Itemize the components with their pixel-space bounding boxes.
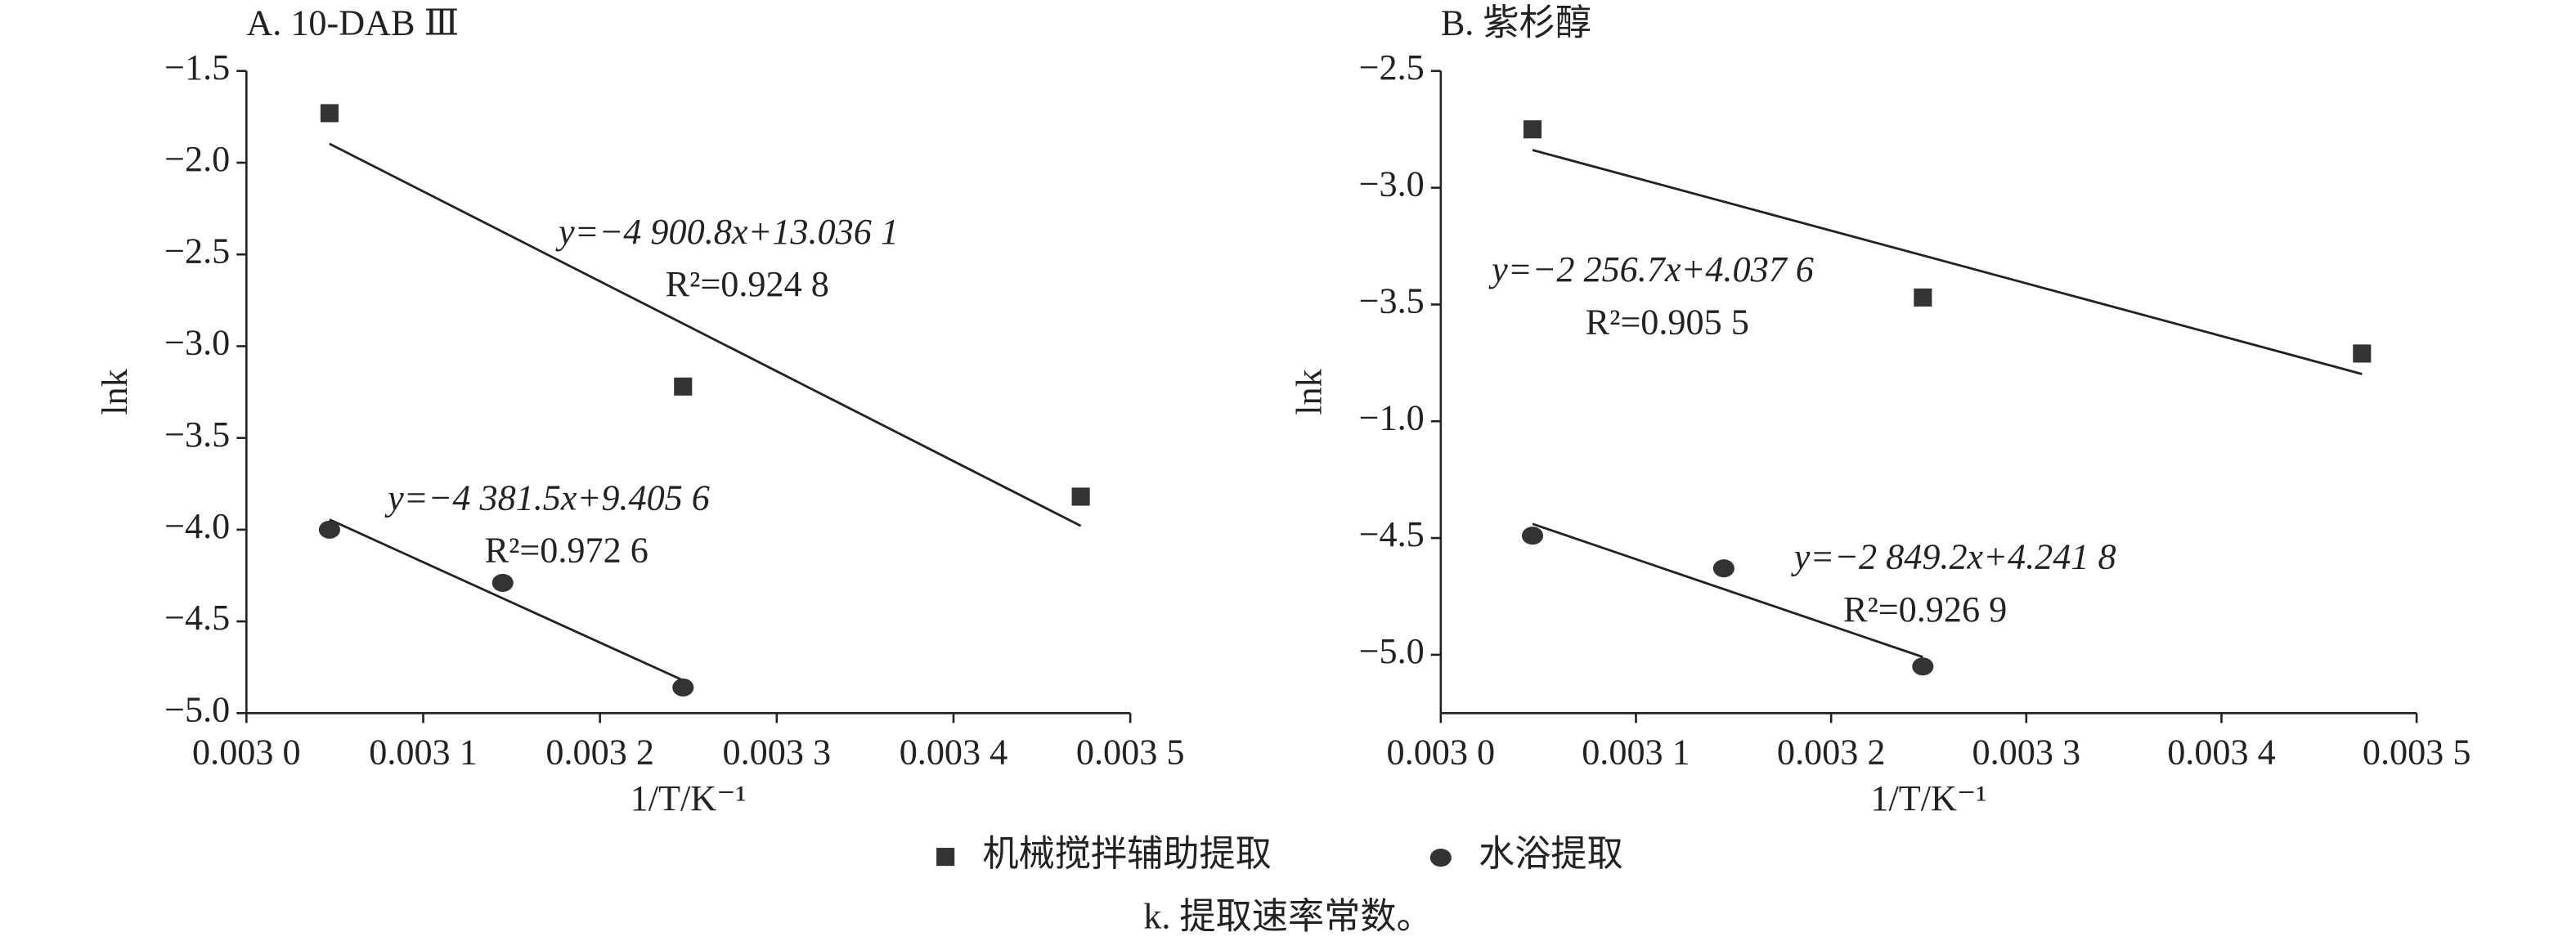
y-tick-label: −2.0 — [164, 139, 230, 179]
equation-label: y=−2 256.7x+4.037 6 — [1488, 249, 1814, 289]
legend-label: 水浴提取 — [1479, 834, 1623, 874]
x-tick-label: 0.003 0 — [1387, 733, 1496, 773]
footnote: k. 提取速率常数。 — [1143, 897, 1433, 937]
y-axis-label: lnk — [95, 368, 135, 415]
y-tick-label: −4.5 — [164, 598, 230, 638]
y-tick-label: −1.5 — [164, 47, 230, 87]
y-tick-label: −3.0 — [164, 323, 230, 363]
x-tick-label: 0.003 1 — [1582, 733, 1690, 773]
equation-label: y=−4 900.8x+13.036 1 — [555, 212, 899, 252]
square-marker — [1071, 487, 1090, 506]
r2-label: R²=0.972 6 — [485, 531, 648, 571]
r2-label: R²=0.905 5 — [1586, 302, 1749, 342]
circle-marker — [672, 678, 694, 697]
x-axis-label: 1/T/K⁻¹ — [1870, 778, 1986, 818]
x-tick-label: 0.003 2 — [1777, 733, 1886, 773]
x-tick-label: 0.003 5 — [1076, 733, 1185, 773]
trend-line — [329, 142, 1082, 527]
x-tick-label: 0.003 4 — [900, 733, 1008, 773]
square-marker — [674, 377, 693, 396]
x-tick-label: 0.003 5 — [2363, 733, 2471, 773]
trend-line — [1532, 522, 1923, 658]
r2-label: R²=0.924 8 — [666, 264, 829, 304]
y-tick-label: −2.5 — [164, 231, 230, 271]
x-tick-label: 0.003 0 — [192, 733, 301, 773]
circle-marker — [1521, 527, 1544, 545]
equation-label: y=−2 849.2x+4.241 8 — [1791, 537, 2116, 577]
y-tick-label: −5.0 — [1359, 631, 1425, 671]
y-tick-label: −2.5 — [1359, 47, 1425, 87]
circle-marker — [491, 573, 514, 593]
y-tick-label: −4.0 — [164, 506, 230, 546]
circle-marker — [1912, 657, 1934, 676]
x-tick-label: 0.003 3 — [723, 733, 832, 773]
equation-label: y=−4 381.5x+9.405 6 — [384, 477, 710, 518]
y-tick-label: −4.5 — [1359, 514, 1425, 554]
square-marker — [1523, 120, 1542, 139]
legend-square — [936, 848, 955, 867]
circle-marker — [318, 520, 340, 539]
legend-circle — [1429, 849, 1452, 867]
legend-label: 机械搅拌辅助提取 — [982, 834, 1272, 874]
y-tick-label: −1.0 — [1359, 397, 1425, 437]
y-tick-label: −3.5 — [1359, 281, 1425, 321]
y-tick-label: −3.5 — [164, 415, 230, 455]
r2-label: R²=0.926 9 — [1843, 589, 2007, 630]
x-tick-label: 0.003 3 — [1972, 733, 2081, 773]
x-tick-label: 0.003 1 — [369, 733, 478, 773]
x-axis-label: 1/T/K⁻¹ — [631, 778, 747, 818]
x-tick-label: 0.003 2 — [545, 733, 654, 773]
x-tick-label: 0.003 4 — [2167, 733, 2276, 773]
chart-title: A. 10-DAB Ⅲ — [246, 3, 459, 43]
y-tick-label: −3.0 — [1359, 164, 1425, 204]
circle-marker — [1712, 559, 1735, 578]
trend-line — [329, 518, 684, 682]
trend-line — [1532, 149, 2363, 375]
chart-title: B. 紫杉醇 — [1441, 3, 1591, 43]
y-tick-label: −5.0 — [164, 689, 230, 729]
square-marker — [2353, 344, 2372, 363]
y-axis-label: lnk — [1289, 368, 1329, 415]
square-marker — [320, 104, 339, 123]
square-marker — [1914, 288, 1932, 307]
